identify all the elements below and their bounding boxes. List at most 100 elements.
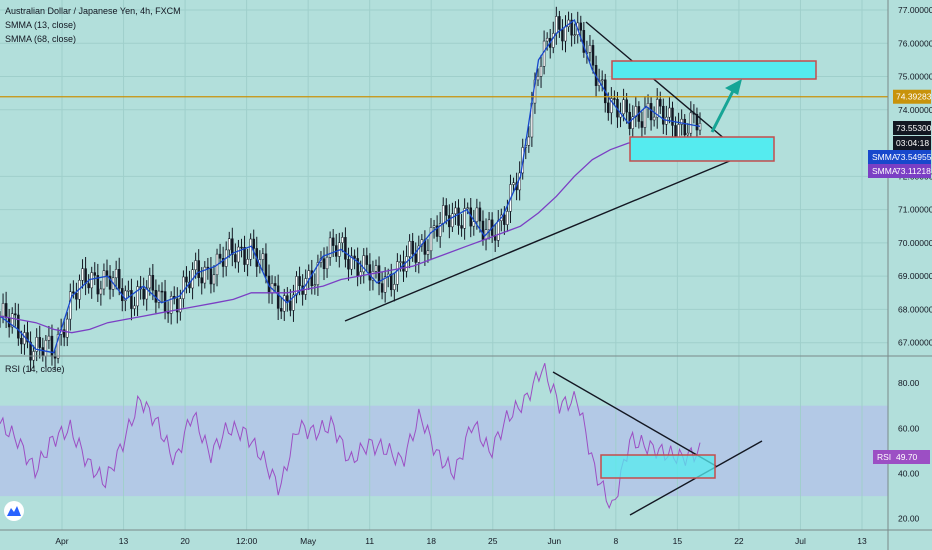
price-label-tag: SMMA	[872, 166, 898, 176]
candle-body	[289, 300, 292, 311]
candle-body	[75, 292, 78, 300]
candle-body	[84, 268, 87, 284]
candle-body	[38, 337, 41, 348]
candle-body	[130, 290, 133, 309]
candle-body	[249, 238, 252, 260]
x-tick-label: 13	[857, 536, 867, 546]
candle-body	[310, 270, 314, 287]
legend-smma-slow: SMMA (68, close)	[5, 34, 76, 44]
candle-body	[252, 238, 255, 249]
candle-body	[99, 288, 103, 295]
candle-body	[643, 107, 647, 128]
candle-body	[261, 253, 265, 260]
candle-body	[371, 271, 375, 281]
candle-body	[435, 225, 439, 237]
candle-body	[411, 240, 414, 255]
candle-body	[527, 136, 531, 146]
candle-body	[87, 283, 90, 289]
candle-body	[243, 247, 246, 265]
candle-body	[588, 45, 592, 53]
smma-slow-line	[0, 139, 700, 334]
candle-body	[689, 112, 693, 134]
candle-body	[117, 269, 121, 289]
price-series	[0, 18, 701, 354]
candle-body	[512, 182, 515, 185]
candle-body	[182, 276, 185, 299]
candle-body	[686, 132, 690, 136]
candle-body	[62, 329, 66, 338]
candle-body	[157, 290, 161, 303]
tradingview-logo-icon[interactable]	[4, 501, 24, 521]
y-tick-label: 67.00000	[898, 338, 932, 348]
candle-body	[652, 116, 656, 121]
x-tick-label: 8	[613, 536, 618, 546]
candle-body	[221, 258, 225, 267]
candle-body	[151, 275, 155, 291]
candle-body	[273, 283, 277, 287]
x-tick-label: 22	[734, 536, 744, 546]
candle-body	[625, 99, 628, 113]
candle-body	[197, 260, 200, 278]
projection-arrow-head[interactable]	[725, 79, 742, 95]
candle-body	[579, 22, 583, 31]
candle-body	[279, 308, 283, 312]
candle-body	[283, 295, 286, 312]
candle-body	[448, 215, 451, 228]
candle-body	[218, 253, 222, 259]
price-label-bg	[893, 89, 931, 104]
candle-body	[472, 221, 476, 227]
candle-body	[445, 205, 448, 216]
candle-body	[176, 298, 179, 313]
rsi-tick-label: 20.00	[898, 514, 920, 524]
candle-body	[377, 265, 381, 284]
candle-body	[487, 219, 491, 230]
x-tick-label: Apr	[55, 536, 68, 546]
candle-body	[380, 283, 384, 293]
projection-arrow-shaft[interactable]	[710, 90, 735, 133]
candle-body	[353, 255, 356, 259]
candle-body	[622, 99, 625, 115]
downtrend-line[interactable]	[585, 21, 746, 157]
target-zone[interactable]	[611, 60, 817, 80]
candle-body	[47, 335, 51, 341]
candle-body	[313, 284, 317, 287]
candle-body	[671, 107, 674, 126]
candle-body	[539, 66, 543, 77]
candle-body	[56, 334, 60, 359]
rsi-drawings[interactable]	[552, 371, 763, 516]
candle-body	[659, 99, 662, 107]
x-tick-label: 20	[180, 536, 190, 546]
candle-body	[331, 237, 335, 246]
price-axis-labels: 74.3928373.5530003:04:18SMMA73.54955SMMA…	[868, 89, 932, 178]
candle-body	[1, 303, 5, 317]
support-zone[interactable]	[629, 136, 775, 162]
x-tick-label: May	[300, 536, 317, 546]
y-tick-label: 75.00000	[898, 72, 932, 82]
candle-body	[460, 225, 463, 229]
y-tick-label: 77.00000	[898, 5, 932, 15]
candle-body	[29, 341, 32, 361]
rsi-downtrend-line[interactable]	[552, 371, 717, 467]
chart-title: Australian Dollar / Japanese Yen, 4h, FX…	[5, 6, 181, 16]
candle-body	[383, 276, 387, 293]
candle-body	[194, 260, 197, 270]
candle-body	[390, 273, 393, 291]
price-drawings[interactable]	[344, 21, 817, 322]
rsi-zone[interactable]	[600, 454, 716, 479]
candle-body	[341, 237, 344, 244]
candle-body	[127, 290, 130, 292]
candle-body	[655, 99, 659, 118]
candle-body	[613, 98, 616, 100]
candle-body	[365, 255, 369, 265]
candle-body	[503, 214, 506, 225]
candle-body	[640, 121, 644, 128]
y-tick-label: 68.00000	[898, 304, 932, 314]
candle-body	[114, 269, 118, 279]
candle-body	[53, 356, 57, 359]
candle-body	[350, 255, 353, 270]
candle-body	[396, 261, 399, 285]
candle-body	[212, 274, 216, 285]
uptrend-line[interactable]	[344, 144, 769, 322]
candle-body	[478, 207, 482, 222]
candle-body	[124, 290, 127, 302]
